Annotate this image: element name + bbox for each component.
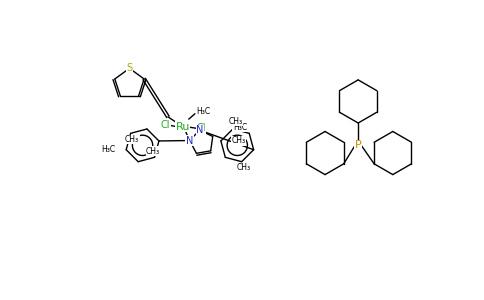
Text: CH₃: CH₃ bbox=[229, 117, 243, 126]
Text: Ru: Ru bbox=[175, 122, 190, 132]
Text: Cl: Cl bbox=[197, 123, 206, 134]
Text: Cl: Cl bbox=[161, 120, 170, 130]
Text: H₃C: H₃C bbox=[101, 145, 115, 154]
Text: S: S bbox=[126, 63, 133, 73]
Text: CH₃: CH₃ bbox=[125, 135, 139, 144]
Text: CH₃: CH₃ bbox=[237, 164, 251, 172]
Text: N: N bbox=[186, 136, 193, 146]
Text: H₃C: H₃C bbox=[197, 107, 211, 116]
Text: P: P bbox=[355, 140, 362, 150]
Text: N: N bbox=[196, 125, 203, 135]
Text: H₃C: H₃C bbox=[233, 123, 247, 132]
Text: CH₃: CH₃ bbox=[146, 147, 160, 156]
Text: CH₃: CH₃ bbox=[232, 136, 246, 146]
